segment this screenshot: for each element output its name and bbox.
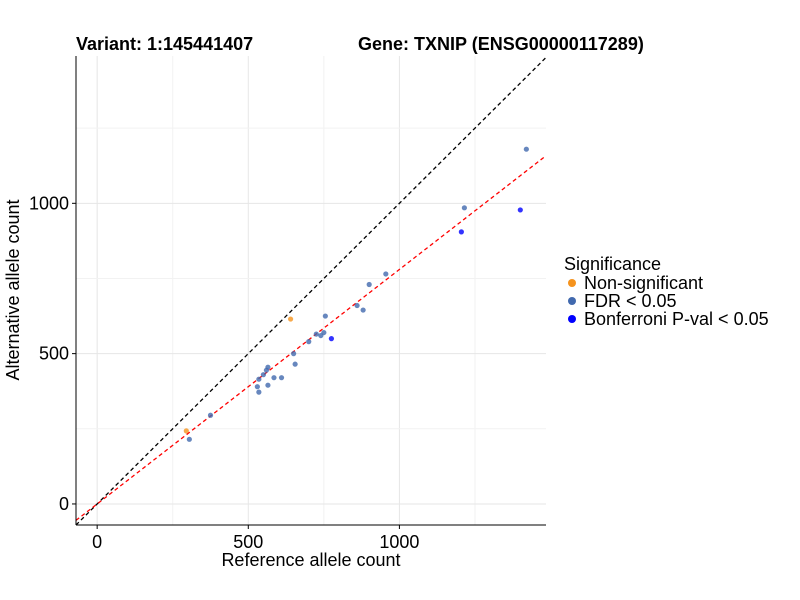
data-point [313,331,319,337]
data-point [260,372,266,378]
legend-title: Significance [564,254,661,274]
data-point [383,271,389,277]
legend-key-dot [568,315,576,323]
data-point [458,229,464,235]
data-point [263,367,270,373]
data-point [256,376,262,382]
data-point [254,384,260,390]
chart-title-gene: Gene: TXNIP (ENSG00000117289) [358,34,644,54]
data-point [360,307,366,313]
chart-title-variant: Variant: 1:145441407 [76,34,253,54]
x-tick-label: 0 [92,532,102,552]
y-tick-label: 1000 [29,193,69,213]
data-point [328,336,335,342]
data-point [292,361,298,367]
data-point [461,205,467,211]
x-tick-label: 1000 [379,532,419,552]
data-point [287,316,294,322]
data-point [271,375,277,381]
data-point [366,281,372,288]
data-point [256,389,262,395]
points [183,146,529,442]
identity-line [76,57,546,525]
axis-ticks: 0 500 1000 0 500 1000 [29,193,419,552]
data-point [183,428,189,434]
fit-line [76,155,546,521]
data-point [265,382,271,388]
x-tick-label: 500 [233,532,263,552]
data-point [523,146,529,152]
data-point [186,436,192,442]
y-axis-label: Alternative allele count [3,199,23,380]
legend-key-dot [568,297,576,305]
data-point [278,375,285,381]
legend-key-dot [568,279,576,287]
y-tick-label: 0 [59,494,69,514]
reference-lines [76,57,546,525]
y-tick-label: 500 [39,344,69,364]
data-point [207,412,214,418]
grid [76,56,546,525]
data-point [517,207,523,213]
data-point [291,351,297,357]
legend-entry-label: FDR < 0.05 [584,291,677,311]
data-point [306,339,312,345]
x-axis-label: Reference allele count [221,550,400,570]
legend-entry-label: Bonferroni P-val < 0.05 [584,309,769,329]
data-point [318,332,324,339]
legend-entry-label: Non-significant [584,273,703,293]
data-point [354,302,360,309]
data-point [322,313,328,319]
